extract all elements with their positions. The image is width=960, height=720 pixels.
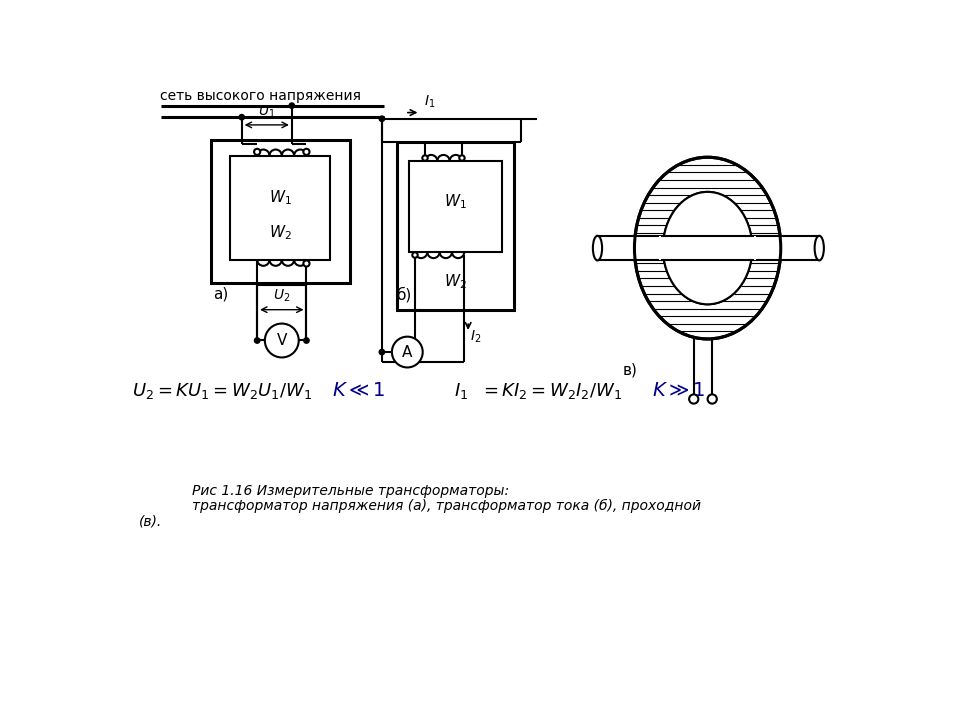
Text: $K \gg 1$: $K \gg 1$ <box>652 381 706 400</box>
Circle shape <box>412 252 418 258</box>
Text: $I_1\ \ = KI_2 = W_2I_2/W_1$: $I_1\ \ = KI_2 = W_2I_2/W_1$ <box>453 381 622 400</box>
Bar <box>397 142 514 310</box>
Text: трансформатор напряжения (а), трансформатор тока (б), проходной: трансформатор напряжения (а), трансформа… <box>192 499 701 513</box>
Text: $W_2$: $W_2$ <box>444 272 468 291</box>
Circle shape <box>239 114 245 120</box>
Text: б): б) <box>396 287 411 302</box>
Text: $I_1$: $I_1$ <box>424 93 436 109</box>
Ellipse shape <box>593 235 602 261</box>
Circle shape <box>254 338 260 343</box>
Circle shape <box>303 149 309 155</box>
Circle shape <box>459 156 465 161</box>
Circle shape <box>379 349 385 355</box>
Text: $W_2$: $W_2$ <box>269 223 292 242</box>
Circle shape <box>689 395 698 404</box>
Circle shape <box>254 149 260 155</box>
Bar <box>660 235 756 261</box>
Text: $W_1$: $W_1$ <box>269 189 292 207</box>
Circle shape <box>392 337 422 367</box>
Text: $U_1$: $U_1$ <box>258 103 276 120</box>
Ellipse shape <box>663 192 753 305</box>
Text: в): в) <box>623 362 637 377</box>
Text: Рис 1.16 Измерительные трансформаторы:: Рис 1.16 Измерительные трансформаторы: <box>192 484 509 498</box>
Bar <box>596 235 819 261</box>
Text: (в).: (в). <box>139 515 162 528</box>
Ellipse shape <box>663 192 753 305</box>
Circle shape <box>303 261 309 266</box>
Circle shape <box>708 395 717 404</box>
Text: $U_2$: $U_2$ <box>273 288 291 305</box>
Circle shape <box>265 323 299 357</box>
Circle shape <box>289 103 295 108</box>
Text: V: V <box>276 333 287 348</box>
Text: сеть высокого напряжения: сеть высокого напряжения <box>160 89 362 104</box>
Circle shape <box>422 156 428 161</box>
Text: $W_1$: $W_1$ <box>444 192 468 211</box>
Circle shape <box>379 116 385 122</box>
Text: A: A <box>402 345 413 359</box>
Text: $I_2$: $I_2$ <box>470 328 482 345</box>
Text: $K \ll 1$: $K \ll 1$ <box>332 381 385 400</box>
Bar <box>211 140 349 283</box>
Bar <box>230 156 330 260</box>
Text: $U_2 = KU_1 = W_2U_1/W_1$: $U_2 = KU_1 = W_2U_1/W_1$ <box>132 381 312 400</box>
Bar <box>409 161 502 252</box>
Text: а): а) <box>213 287 228 302</box>
Circle shape <box>303 338 309 343</box>
Ellipse shape <box>815 235 824 261</box>
